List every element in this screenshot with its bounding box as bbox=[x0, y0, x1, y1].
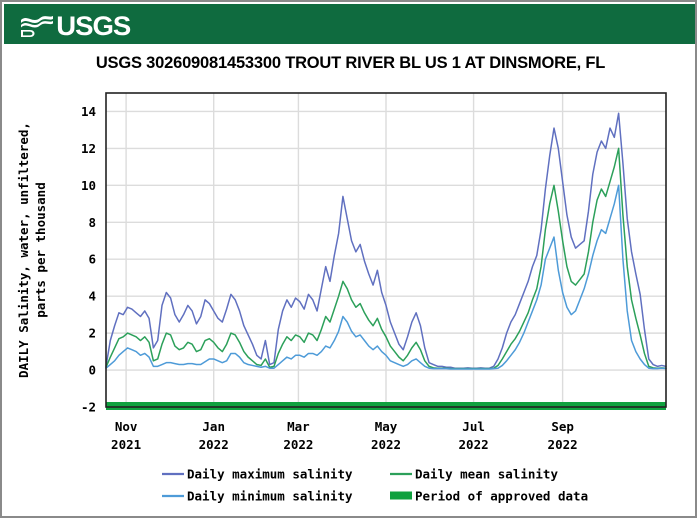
legend-label: Daily maximum salinity bbox=[187, 467, 353, 482]
series-line bbox=[105, 112, 667, 369]
x-tick-label-month: Jan bbox=[202, 419, 225, 434]
y-axis-title: DAILY Salinity, water, unfiltered, parts … bbox=[16, 122, 48, 378]
y-tick-label: 12 bbox=[81, 141, 96, 156]
usgs-wave-logo-icon bbox=[20, 13, 54, 39]
x-tick-label-year: 2022 bbox=[459, 437, 489, 452]
chart-plot-area: -2 0 2 4 6 8 10 12 14 Nov 2021 Jan 2022 Mar 2022 May 20… bbox=[2, 86, 695, 466]
x-axis-tick-labels: Nov 2021 Jan 2022 Mar 2022 May 2022 Jul 2022 Sep 20… bbox=[111, 419, 578, 452]
salinity-time-series-chart: -2 0 2 4 6 8 10 12 14 Nov 2021 Jan 2022 Mar 2022 May 20… bbox=[16, 92, 667, 452]
y-tick-label: 10 bbox=[81, 178, 96, 193]
y-axis-label-line: DAILY Salinity, water, unfiltered, bbox=[16, 122, 31, 378]
chart-legend: Daily maximum salinity Daily mean salinit… bbox=[2, 460, 695, 516]
legend-item: Daily minimum salinity bbox=[162, 489, 353, 504]
series-lines bbox=[105, 112, 667, 370]
legend-label: Daily minimum salinity bbox=[187, 489, 353, 504]
grid-lines bbox=[106, 93, 666, 408]
x-tick-label-year: 2022 bbox=[548, 437, 578, 452]
legend-item: Daily maximum salinity bbox=[162, 467, 353, 482]
legend-item: Daily mean salinity bbox=[390, 467, 558, 482]
usgs-logo[interactable]: USGS bbox=[20, 10, 131, 41]
x-tick-label-month: Mar bbox=[287, 419, 310, 434]
series-line bbox=[105, 147, 667, 370]
y-tick-label: -2 bbox=[81, 400, 96, 415]
x-tick-label-month: Sep bbox=[551, 419, 574, 434]
legend-label: Period of approved data bbox=[415, 489, 588, 504]
y-tick-label: 14 bbox=[81, 104, 96, 119]
usgs-banner: USGS bbox=[4, 4, 695, 44]
x-tick-label-month: Jul bbox=[462, 419, 485, 434]
approved-data-band bbox=[106, 402, 666, 410]
y-tick-label: 4 bbox=[88, 289, 96, 304]
legend-item: Period of approved data bbox=[390, 489, 588, 504]
x-tick-label-year: 2021 bbox=[111, 437, 141, 452]
y-tick-label: 2 bbox=[88, 326, 96, 341]
y-tick-label: 0 bbox=[88, 363, 96, 378]
x-tick-label-year: 2022 bbox=[371, 437, 401, 452]
plot-frame bbox=[105, 92, 667, 408]
series-line bbox=[105, 184, 667, 370]
y-axis-tick-labels: -2 0 2 4 6 8 10 12 14 bbox=[81, 104, 96, 415]
y-axis-label-line: parts per thousand bbox=[33, 182, 48, 317]
x-tick-label-month: Nov bbox=[115, 419, 138, 434]
x-tick-label-year: 2022 bbox=[283, 437, 313, 452]
y-tick-label: 8 bbox=[88, 215, 96, 230]
x-tick-label-month: May bbox=[375, 419, 398, 434]
legend-label: Daily mean salinity bbox=[415, 467, 558, 482]
page-title: USGS 302609081453300 TROUT RIVER BL US 1… bbox=[95, 54, 606, 72]
usgs-wordmark: USGS bbox=[56, 10, 131, 41]
legend-svg: Daily maximum salinity Daily mean salinit… bbox=[162, 467, 588, 504]
x-tick-label-year: 2022 bbox=[199, 437, 229, 452]
y-tick-label: 6 bbox=[88, 252, 96, 267]
